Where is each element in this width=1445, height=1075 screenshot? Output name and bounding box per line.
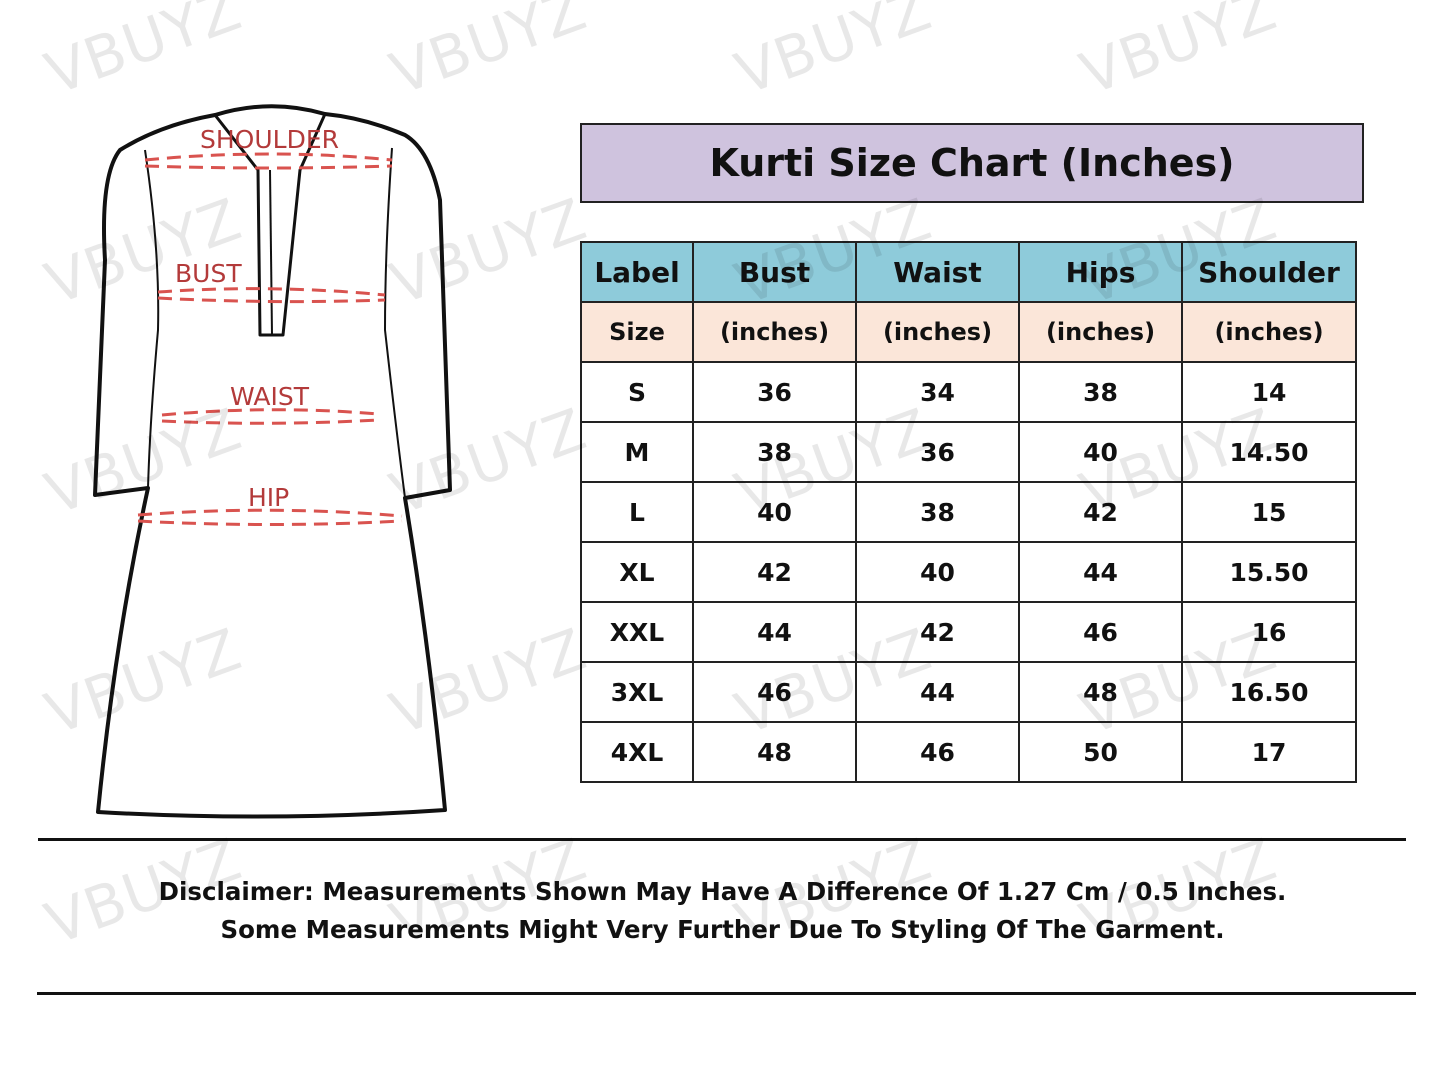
chart-title: Kurti Size Chart (Inches) xyxy=(580,123,1364,203)
measurement-cell: 15.50 xyxy=(1181,541,1357,603)
measurement-cell: 16.50 xyxy=(1181,661,1357,723)
table-row: S 36 34 38 14 xyxy=(580,361,1357,423)
measurement-cell: 36 xyxy=(855,421,1020,483)
measurement-cell: 46 xyxy=(855,721,1020,783)
measurement-cell: 34 xyxy=(855,361,1020,423)
measurement-cell: 46 xyxy=(1018,601,1183,663)
header-bust: Bust xyxy=(692,241,857,303)
sleeve-seam-left xyxy=(144,149,160,489)
table-row: XXL 44 42 46 16 xyxy=(580,601,1357,663)
divider-bottom xyxy=(37,992,1416,995)
measurement-cell: 44 xyxy=(855,661,1020,723)
shoulder-line xyxy=(144,152,393,170)
measurement-cell: 40 xyxy=(855,541,1020,603)
label-waist: WAIST xyxy=(230,382,310,411)
table-row: XL 42 40 44 15.50 xyxy=(580,541,1357,603)
measurement-cell: 40 xyxy=(692,481,857,543)
subheader-unit: (inches) xyxy=(692,301,857,363)
measurement-cell: 48 xyxy=(1018,661,1183,723)
measurement-cell: 40 xyxy=(1018,421,1183,483)
measurement-cell: 42 xyxy=(855,601,1020,663)
size-cell: 4XL xyxy=(580,721,694,783)
disclaimer-line-2: Some Measurements Might Very Further Due… xyxy=(220,915,1225,944)
sleeve-seam-right xyxy=(384,147,406,499)
size-cell: M xyxy=(580,421,694,483)
measurement-cell: 48 xyxy=(692,721,857,783)
header-row: Label Bust Waist Hips Shoulder xyxy=(580,241,1357,303)
watermark: VBUYZ xyxy=(36,0,250,108)
waist-line xyxy=(161,408,379,425)
size-cell: XXL xyxy=(580,601,694,663)
subheader-row: Size (inches) (inches) (inches) (inches) xyxy=(580,301,1357,363)
subheader-unit: (inches) xyxy=(855,301,1020,363)
size-cell: XL xyxy=(580,541,694,603)
header-shoulder: Shoulder xyxy=(1181,241,1357,303)
disclaimer-line-1: Disclaimer: Measurements Shown May Have … xyxy=(158,877,1287,906)
size-cell: 3XL xyxy=(580,661,694,723)
watermark: VBUYZ xyxy=(1071,0,1285,108)
measurement-cell: 16 xyxy=(1181,601,1357,663)
measurement-cell: 50 xyxy=(1018,721,1183,783)
measurement-cell: 42 xyxy=(692,541,857,603)
subheader-unit: (inches) xyxy=(1181,301,1357,363)
measurement-cell: 14 xyxy=(1181,361,1357,423)
header-hips: Hips xyxy=(1018,241,1183,303)
measurement-cell: 38 xyxy=(1018,361,1183,423)
measurement-cell: 36 xyxy=(692,361,857,423)
measurement-cell: 15 xyxy=(1181,481,1357,543)
size-table: Label Bust Waist Hips Shoulder Size (inc… xyxy=(580,241,1357,783)
watermark: VBUYZ xyxy=(381,0,595,108)
kurti-outline xyxy=(93,104,452,819)
measurement-cell: 38 xyxy=(692,421,857,483)
table-row: 4XL 48 46 50 17 xyxy=(580,721,1357,783)
header-waist: Waist xyxy=(855,241,1020,303)
watermark: VBUYZ xyxy=(726,0,940,108)
bust-line xyxy=(157,287,386,304)
measurement-cell: 44 xyxy=(692,601,857,663)
header-label: Label xyxy=(580,241,694,303)
measurement-cell: 38 xyxy=(855,481,1020,543)
label-shoulder: SHOULDER xyxy=(200,125,339,154)
measurement-cell: 44 xyxy=(1018,541,1183,603)
divider-top xyxy=(38,838,1406,841)
table-row: L 40 38 42 15 xyxy=(580,481,1357,543)
size-cell: S xyxy=(580,361,694,423)
label-bust: BUST xyxy=(175,259,242,288)
kurti-measurement-diagram: SHOULDER BUST WAIST HIP xyxy=(93,104,452,819)
disclaimer: Disclaimer: Measurements Shown May Have … xyxy=(0,873,1445,949)
label-hip: HIP xyxy=(248,483,289,512)
measurement-cell: 17 xyxy=(1181,721,1357,783)
table-row: M 38 36 40 14.50 xyxy=(580,421,1357,483)
subheader-size: Size xyxy=(580,301,694,363)
measurement-cell: 46 xyxy=(692,661,857,723)
measurement-cell: 42 xyxy=(1018,481,1183,543)
table-row: 3XL 46 44 48 16.50 xyxy=(580,661,1357,723)
hip-line xyxy=(137,508,403,526)
measurement-cell: 14.50 xyxy=(1181,421,1357,483)
size-cell: L xyxy=(580,481,694,543)
subheader-unit: (inches) xyxy=(1018,301,1183,363)
